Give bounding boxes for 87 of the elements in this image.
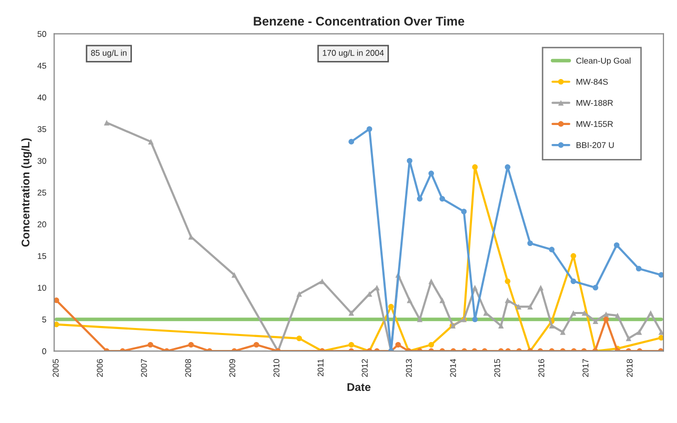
- point: [232, 272, 238, 278]
- point: [472, 316, 478, 322]
- y-tick-label: 40: [37, 94, 46, 100]
- point: [603, 316, 609, 322]
- point: [296, 336, 302, 342]
- point: [504, 298, 510, 304]
- point: [188, 342, 194, 348]
- x-tick-label: 2010: [273, 359, 280, 377]
- point: [395, 342, 401, 348]
- point: [348, 310, 354, 316]
- point: [548, 246, 555, 252]
- point: [592, 318, 598, 324]
- x-tick-label: 2014: [450, 358, 456, 377]
- point: [648, 310, 654, 316]
- y-tick-label: 15: [38, 253, 46, 260]
- x-tick-label: 2012: [362, 359, 368, 377]
- point: [658, 334, 664, 341]
- point: [658, 272, 664, 278]
- point: [406, 158, 412, 164]
- point: [54, 298, 60, 304]
- point: [348, 342, 354, 348]
- point: [592, 284, 598, 290]
- chart-title: Benzene - Concentration Over Time: [254, 16, 464, 26]
- annotation: 170 ug/L in 2004: [322, 50, 384, 58]
- y-tick-label: 5: [42, 316, 46, 322]
- point: [636, 266, 642, 272]
- point: [636, 329, 642, 335]
- y-tick-label: 45: [37, 62, 46, 69]
- y-tick-label: 10: [38, 284, 46, 291]
- point: [527, 304, 533, 310]
- point: [54, 322, 60, 328]
- point: [614, 242, 620, 248]
- point: [527, 240, 533, 246]
- point: [104, 120, 110, 126]
- x-tick-label: 2015: [494, 359, 500, 377]
- point: [439, 196, 446, 202]
- point: [658, 329, 664, 335]
- point: [472, 284, 478, 290]
- y-tick-label: 35: [38, 126, 46, 132]
- point: [439, 298, 446, 304]
- point: [416, 196, 423, 202]
- point: [148, 138, 154, 144]
- point: [504, 278, 510, 284]
- y-tick-label: 30: [38, 158, 46, 164]
- point: [296, 291, 302, 297]
- y-tick-label: 0: [42, 348, 46, 354]
- y-tick-label: 25: [38, 190, 46, 196]
- point: [428, 342, 434, 348]
- annotation: 85 ug/L in: [91, 50, 126, 58]
- y-axis-title: Concentration (ug/L): [21, 138, 32, 247]
- point: [428, 278, 434, 284]
- x-tick-label: 2005: [52, 359, 59, 377]
- y-tick-label: 20: [38, 221, 46, 228]
- legend-label: MW-188R: [576, 100, 613, 106]
- point: [388, 304, 394, 310]
- point: [148, 342, 154, 348]
- x-tick-label: 2011: [318, 359, 324, 376]
- point: [560, 329, 566, 335]
- point: [472, 164, 478, 170]
- point: [428, 170, 434, 176]
- point: [406, 298, 412, 304]
- x-tick-label: 2016: [538, 359, 544, 377]
- point: [603, 312, 609, 318]
- point: [461, 208, 467, 214]
- point: [570, 253, 576, 259]
- y-tick-label: 50: [38, 31, 46, 37]
- point: [570, 278, 576, 284]
- x-tick-label: 2013: [406, 359, 412, 377]
- point: [504, 164, 510, 170]
- point: [366, 126, 372, 132]
- legend-label: Clean-Up Goal: [576, 58, 630, 66]
- point: [254, 342, 260, 348]
- x-tick-label: 2009: [229, 359, 236, 377]
- x-tick-label: 2007: [141, 359, 147, 377]
- legend-label: MW-155R: [576, 121, 613, 127]
- legend-label: MW-84S: [576, 78, 608, 85]
- point: [348, 138, 354, 144]
- point: [614, 312, 620, 318]
- point: [570, 310, 576, 316]
- point: [516, 304, 522, 310]
- point: [538, 284, 544, 290]
- x-tick-label: 2018: [626, 359, 633, 377]
- x-tick-label: 2008: [185, 359, 192, 377]
- x-tick-label: 2017: [582, 359, 588, 377]
- x-tick-label: 2006: [96, 359, 103, 377]
- x-axis-title: Date: [348, 383, 370, 391]
- legend-label: BBI-207 U: [576, 142, 614, 148]
